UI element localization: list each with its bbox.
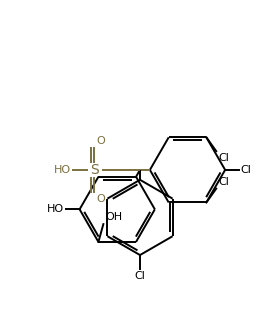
Text: Cl: Cl — [218, 177, 229, 187]
Text: O: O — [96, 136, 105, 146]
Text: S: S — [90, 163, 99, 177]
Text: Cl: Cl — [240, 165, 251, 175]
Text: Cl: Cl — [135, 271, 145, 281]
Text: HO: HO — [53, 165, 71, 175]
Text: HO: HO — [47, 204, 64, 214]
Text: OH: OH — [105, 212, 122, 222]
Text: O: O — [96, 194, 105, 204]
Text: Cl: Cl — [218, 153, 229, 163]
